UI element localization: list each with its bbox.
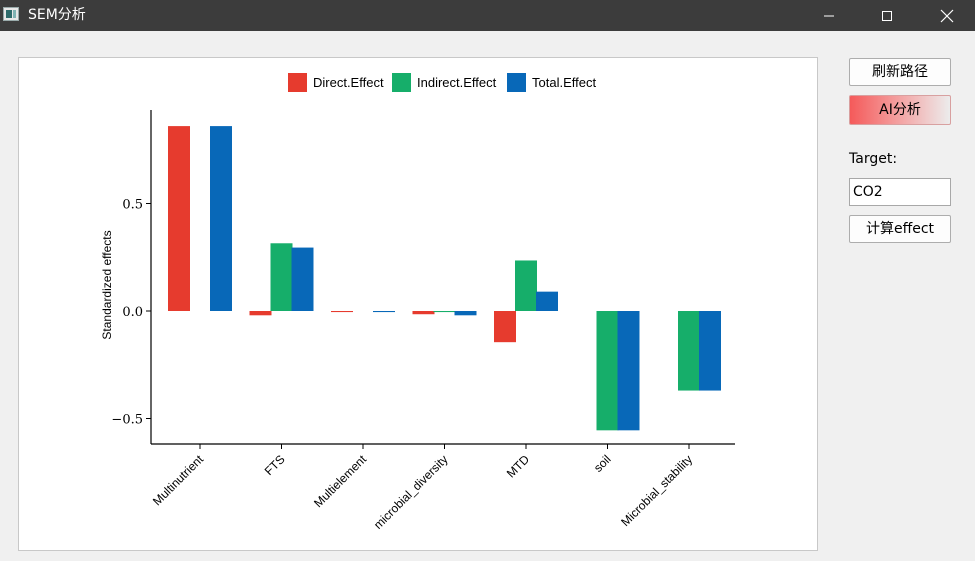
ai-analysis-button[interactable]: AI分析 xyxy=(849,95,951,125)
bar-total-effect-fts xyxy=(291,247,314,311)
close-icon xyxy=(940,9,954,22)
y-tick-label-1: 0.0 xyxy=(122,305,143,320)
legend-swatch-2 xyxy=(507,73,526,92)
x-tick-label-3: microbial_diversity xyxy=(371,452,451,532)
y-axis-label: Standardized effects xyxy=(100,230,114,339)
app-icon xyxy=(3,7,19,21)
bar-total-effect-soil xyxy=(617,311,640,431)
target-input[interactable] xyxy=(849,178,951,206)
bar-total-effect-multielement xyxy=(373,311,395,313)
bar-indirect-effect-mtd xyxy=(515,260,537,311)
bar-direct-effect-mtd xyxy=(494,311,516,343)
x-tick-label-5: soil xyxy=(591,452,614,475)
bar-direct-effect-fts xyxy=(249,311,272,316)
sem-effects-chart: 0.5 0.0 −0.5 Standardized effects Multinutri… xyxy=(100,73,735,532)
window-title: SEM分析 xyxy=(28,7,86,23)
bar-total-effect-multinutrient xyxy=(210,126,232,311)
bar-indirect-effect-soil xyxy=(596,311,619,431)
legend-label-0: Direct.Effect xyxy=(313,75,384,90)
bar-direct-effect-microbial_diversity xyxy=(412,311,435,315)
x-tick-label-1: FTS xyxy=(262,452,288,478)
bar-direct-effect-multielement xyxy=(331,311,353,313)
minimize-icon xyxy=(824,15,834,16)
bar-direct-effect-multinutrient xyxy=(168,126,190,311)
title-bar: SEM分析 xyxy=(0,0,975,31)
bar-total-effect-microbial_diversity xyxy=(454,311,477,316)
x-tick-label-6: Microbial_stability xyxy=(618,452,695,529)
refresh-path-button[interactable]: 刷新路径 xyxy=(849,58,951,86)
target-label: Target: xyxy=(849,151,898,167)
y-tick-label-0: 0.5 xyxy=(122,198,143,213)
legend-label-2: Total.Effect xyxy=(532,75,596,90)
x-tick-label-0: Multinutrient xyxy=(150,452,207,509)
x-tick-label-4: MTD xyxy=(504,452,533,481)
legend-swatch-1 xyxy=(392,73,411,92)
minimize-button[interactable] xyxy=(806,0,852,31)
x-tick-label-2: Multielement xyxy=(311,452,369,510)
maximize-icon xyxy=(882,10,892,21)
bar-indirect-effect-microbial_stability xyxy=(678,311,700,391)
close-button[interactable] xyxy=(924,0,970,31)
maximize-button[interactable] xyxy=(864,0,910,31)
bar-total-effect-mtd xyxy=(536,291,558,311)
calculate-effect-button[interactable]: 计算effect xyxy=(849,215,951,243)
chart-panel: 0.5 0.0 −0.5 Standardized effects Multinutri… xyxy=(18,57,818,551)
y-tick-label-2: −0.5 xyxy=(111,413,143,428)
bar-indirect-effect-fts xyxy=(270,243,293,311)
legend-label-1: Indirect.Effect xyxy=(417,75,497,90)
bar-indirect-effect-microbial_diversity xyxy=(433,311,456,313)
bar-total-effect-microbial_stability xyxy=(699,311,721,391)
legend-swatch-0 xyxy=(288,73,307,92)
